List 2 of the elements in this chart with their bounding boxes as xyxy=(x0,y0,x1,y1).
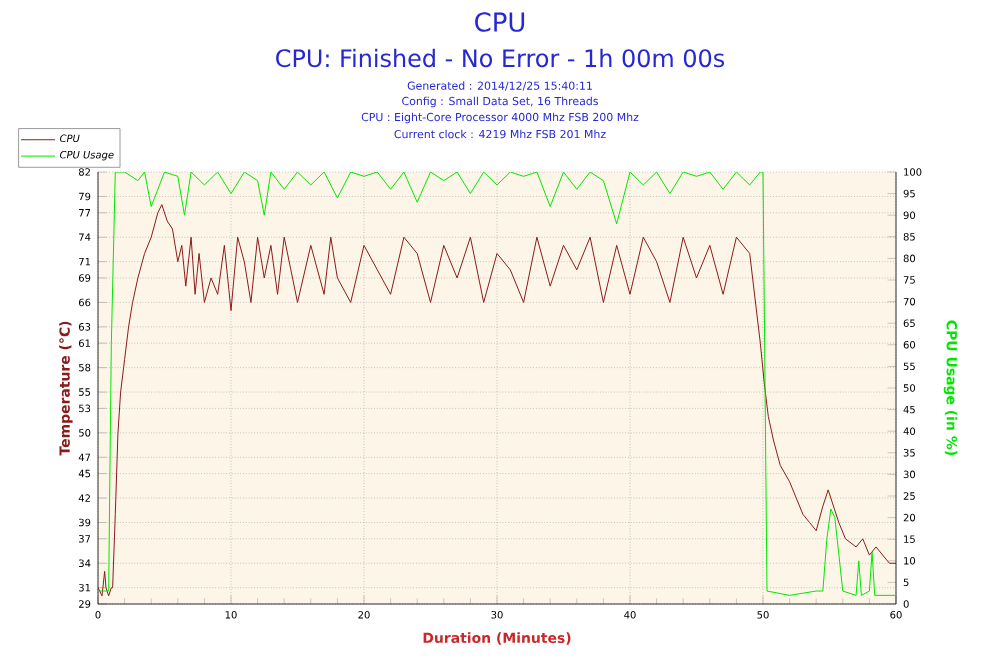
chart-title: CPU xyxy=(475,12,525,32)
chart-subtitle: CPU: Finished - No Error - 1h 00m 00s xyxy=(276,48,725,68)
